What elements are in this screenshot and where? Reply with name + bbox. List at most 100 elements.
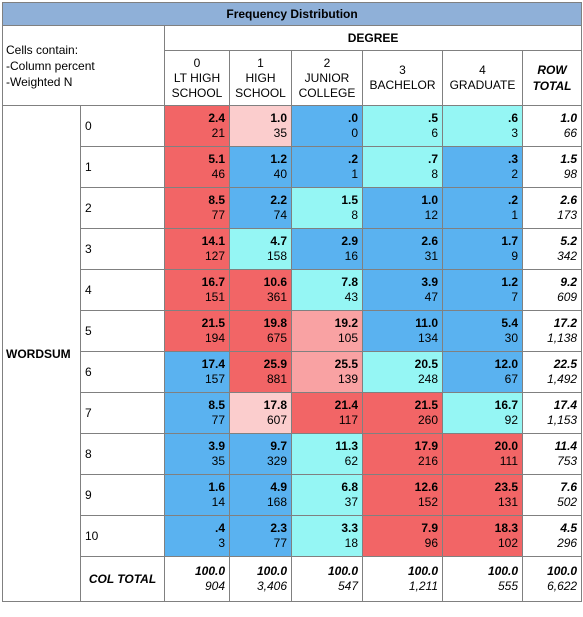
column-percent: 18.3 — [494, 521, 518, 535]
data-cell: .5 6 — [362, 105, 443, 147]
data-cell: 4.7 158 — [229, 228, 292, 270]
data-cell: 25.9 881 — [229, 351, 292, 393]
weighted-n: 0 — [351, 126, 358, 140]
weighted-n: 77 — [211, 413, 225, 427]
weighted-n: 47 — [424, 290, 438, 304]
column-percent: 17.8 — [263, 398, 287, 412]
column-percent: 12.0 — [494, 357, 518, 371]
weighted-n: 248 — [417, 372, 438, 386]
column-percent: 100.0 — [194, 564, 225, 578]
row-label: 9 — [80, 474, 165, 516]
weighted-n: 547 — [337, 579, 358, 593]
data-cell: 1.2 40 — [229, 146, 292, 188]
column-percent: 6.8 — [341, 480, 358, 494]
data-cell: .2 1 — [291, 146, 363, 188]
column-percent: 100.0 — [327, 564, 358, 578]
row-total-cell: 1.0 66 — [521, 105, 583, 147]
column-percent: 16.7 — [201, 275, 225, 289]
data-cell: 17.8 607 — [229, 392, 292, 434]
weighted-n: 1,138 — [547, 331, 578, 345]
data-cell: 1.6 14 — [164, 474, 230, 516]
row-label: 0 — [80, 105, 165, 147]
weighted-n: 3 — [511, 126, 518, 140]
weighted-n: 30 — [504, 331, 518, 345]
column-percent: 17.4 — [201, 357, 225, 371]
row-total-cell: 7.6 502 — [521, 474, 583, 516]
column-percent: 20.5 — [414, 357, 438, 371]
column-percent: 7.9 — [421, 521, 438, 535]
data-cell: 20.5 248 — [362, 351, 443, 393]
table-row: 7 8.5 77 17.8 607 21.4 117 21.5 260 16.7 92 17.4 1,1… — [3, 392, 583, 434]
column-percent: 7.6 — [560, 480, 578, 494]
weighted-n: 3 — [218, 536, 225, 550]
data-cell: 17.9 216 — [362, 433, 443, 475]
row-label: 2 — [80, 187, 165, 229]
row-variable-header: WORDSUM — [2, 105, 81, 602]
column-percent: 4.9 — [270, 480, 287, 494]
weighted-n: 168 — [266, 495, 287, 509]
weighted-n: 12 — [424, 208, 438, 222]
data-cell: 2.9 16 — [291, 228, 363, 270]
weighted-n: 102 — [497, 536, 518, 550]
column-total-cell: 100.0 3,406 — [229, 556, 292, 602]
weighted-n: 296 — [557, 536, 578, 550]
weighted-n: 194 — [204, 331, 225, 345]
row-total-cell: 1.5 98 — [521, 146, 583, 188]
column-percent: 2.2 — [270, 193, 287, 207]
column-percent: 1.0 — [421, 193, 438, 207]
weighted-n: 66 — [563, 126, 578, 140]
data-cell: 16.7 151 — [164, 269, 230, 311]
row-total-cell: 17.4 1,153 — [521, 392, 583, 434]
weighted-n: 675 — [266, 331, 287, 345]
weighted-n: 7 — [511, 290, 518, 304]
column-percent: 23.5 — [494, 480, 518, 494]
weighted-n: 8 — [351, 208, 358, 222]
data-cell: 7.9 96 — [362, 515, 443, 557]
weighted-n: 131 — [497, 495, 518, 509]
row-total-cell: 2.6 173 — [521, 187, 583, 229]
weighted-n: 46 — [211, 167, 225, 181]
column-percent: 100.0 — [547, 564, 578, 578]
table-row: 10.4 3 2.3 77 3.3 18 7.9 96 18.3 102 4.5 296 — [3, 515, 583, 557]
column-percent: 100.0 — [256, 564, 287, 578]
data-cell: .3 2 — [442, 146, 523, 188]
column-percent: 3.9 — [208, 439, 225, 453]
data-cell: 16.7 92 — [442, 392, 523, 434]
weighted-n: 904 — [204, 579, 225, 593]
column-percent: 21.4 — [334, 398, 358, 412]
column-total-label: COL TOTAL — [80, 556, 165, 602]
data-cell: 14.1 127 — [164, 228, 230, 270]
column-percent: 2.9 — [341, 234, 358, 248]
weighted-n: 1 — [351, 167, 358, 181]
cells-contain-line: Cells contain: — [6, 42, 79, 57]
row-label: 8 — [80, 433, 165, 475]
column-percent: 4.5 — [560, 521, 578, 535]
column-percent: .2 — [507, 193, 518, 207]
column-percent: 3.3 — [341, 521, 358, 535]
column-percent: 1.5 — [560, 152, 578, 166]
weighted-n: 9 — [511, 249, 518, 263]
data-cell: 11.3 62 — [291, 433, 363, 475]
weighted-n: 881 — [266, 372, 287, 386]
weighted-n: 105 — [337, 331, 358, 345]
column-percent: 11.3 — [335, 439, 358, 453]
data-cell: 5.4 30 — [442, 310, 523, 352]
weighted-n: 77 — [273, 536, 287, 550]
data-cell: 1.2 7 — [442, 269, 523, 311]
weighted-n: 62 — [344, 454, 358, 468]
data-cell: 21.5 260 — [362, 392, 443, 434]
row-total-cell: 22.5 1,492 — [521, 351, 583, 393]
column-percent: 8.5 — [208, 193, 225, 207]
weighted-n: 329 — [266, 454, 287, 468]
weighted-n: 21 — [211, 126, 225, 140]
column-total-row: COL TOTAL 100.0 904 100.0 3,406 100.0 547 100.0… — [3, 556, 583, 602]
weighted-n: 342 — [557, 249, 578, 263]
column-percent: 2.6 — [421, 234, 438, 248]
data-cell: 3.9 47 — [362, 269, 443, 311]
column-percent: 1.5 — [341, 193, 358, 207]
data-cell: 10.6 361 — [229, 269, 292, 311]
row-total-cell: 17.2 1,138 — [521, 310, 583, 352]
column-total-cell: 100.0 555 — [442, 556, 523, 602]
weighted-n: 753 — [557, 454, 578, 468]
data-cell: .2 1 — [442, 187, 523, 229]
